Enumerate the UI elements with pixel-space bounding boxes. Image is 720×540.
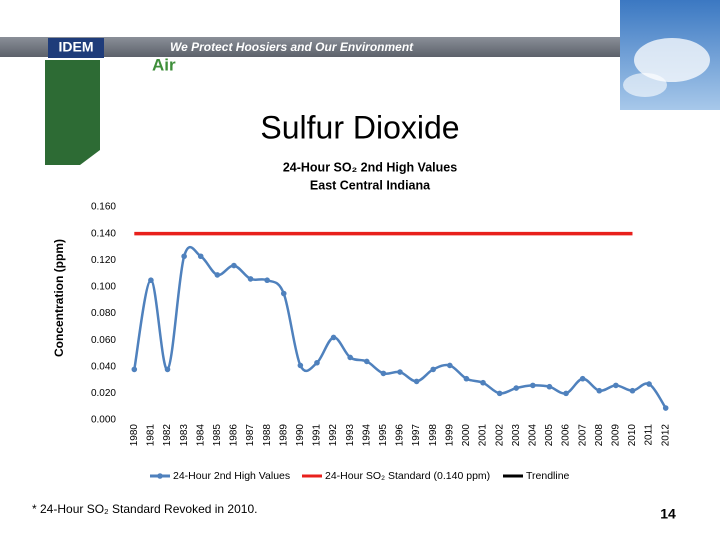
data-point — [347, 354, 353, 361]
logo-text: IDEM — [59, 39, 94, 55]
data-point — [247, 276, 254, 282]
data-point — [397, 369, 403, 375]
x-tick-label: 1986 — [229, 424, 240, 447]
x-tick-label: 2006 — [561, 424, 572, 447]
x-tick-label: 1990 — [295, 424, 306, 447]
y-tick-label: 0.160 — [91, 202, 116, 213]
data-point — [181, 253, 187, 260]
cloud — [634, 38, 710, 82]
x-tick-label: 1982 — [162, 424, 173, 447]
x-tick-label: 2000 — [461, 424, 472, 447]
y-tick-label: 0.080 — [91, 308, 116, 319]
legend-label: 24-Hour 2nd High Values — [173, 470, 290, 482]
x-tick-label: 2012 — [660, 424, 671, 447]
x-tick-label: 2001 — [478, 424, 489, 447]
x-tick-label: 1991 — [312, 424, 323, 447]
y-tick-label: 0.100 — [91, 282, 116, 293]
logo-box — [48, 38, 104, 58]
x-tick-label: 1981 — [146, 424, 157, 447]
y-tick-label: 0.000 — [91, 415, 116, 426]
y-tick-label: 0.120 — [91, 255, 116, 266]
x-tick-label: 1980 — [129, 424, 140, 447]
x-tick-label: 1996 — [395, 424, 406, 447]
data-point — [579, 375, 586, 382]
data-point — [380, 370, 387, 377]
x-tick-label: 1992 — [328, 424, 339, 447]
data-point — [513, 385, 520, 391]
y-tick-label: 0.040 — [91, 361, 116, 372]
data-point — [164, 366, 171, 373]
data-point — [231, 262, 237, 269]
x-tick-label: 2005 — [544, 424, 555, 447]
chart-title: 24-Hour SO₂ 2nd High Values — [283, 160, 457, 174]
x-tick-label: 1999 — [444, 424, 455, 447]
chart-subtitle: East Central Indiana — [310, 178, 431, 192]
data-point — [596, 387, 603, 394]
data-point — [563, 390, 569, 397]
data-point — [646, 381, 652, 387]
slide-title: Sulfur Dioxide — [260, 109, 459, 145]
x-tick-label: 2008 — [594, 424, 605, 447]
x-tick-label: 1987 — [245, 424, 256, 447]
data-point — [629, 387, 636, 394]
x-tick-label: 2011 — [644, 424, 655, 446]
x-tick-label: 1988 — [262, 424, 273, 447]
data-point — [413, 378, 420, 385]
x-tick-label: 1995 — [378, 424, 389, 447]
data-point — [264, 277, 270, 284]
y-tick-label: 0.060 — [91, 335, 116, 346]
banner-bar — [0, 37, 620, 57]
y-tick-label: 0.140 — [91, 228, 116, 239]
slogan: We Protect Hoosiers and Our Environment — [170, 40, 414, 54]
series-line — [133, 245, 667, 409]
data-point — [197, 253, 204, 260]
x-tick-label: 2004 — [527, 424, 538, 447]
data-point — [363, 358, 370, 365]
section: Air — [152, 55, 176, 74]
x-tick-label: 1993 — [345, 424, 356, 447]
page-number: 14 — [660, 506, 676, 522]
data-point — [280, 290, 287, 297]
cloud — [623, 73, 667, 97]
x-tick-label: 1985 — [212, 424, 223, 447]
x-tick-label: 1997 — [411, 424, 422, 447]
x-tick-label: 1984 — [195, 424, 206, 447]
data-point — [496, 390, 503, 397]
data-point — [314, 359, 320, 366]
legend-label: 24-Hour SO₂ Standard (0.140 ppm) — [325, 470, 490, 482]
x-tick-label: 1998 — [428, 424, 439, 447]
data-point — [530, 382, 536, 389]
data-point — [148, 277, 154, 284]
x-tick-label: 2003 — [511, 424, 522, 447]
data-point — [613, 382, 619, 389]
data-point — [447, 362, 453, 369]
y-tick-label: 0.020 — [91, 388, 116, 399]
x-tick-label: 1989 — [278, 424, 289, 447]
x-tick-label: 2009 — [611, 424, 622, 447]
data-point — [330, 334, 337, 341]
x-tick-label: 2007 — [577, 424, 588, 447]
data-point — [131, 366, 138, 373]
data-point — [480, 379, 486, 386]
indiana-shape — [45, 60, 100, 165]
data-point — [297, 362, 304, 369]
data-point — [214, 272, 221, 278]
data-point — [546, 383, 553, 390]
footnote: * 24-Hour SO₂ Standard Revoked in 2010. — [32, 502, 257, 516]
y-axis-label: Concentration (ppm) — [52, 239, 66, 357]
data-point — [662, 405, 669, 411]
legend-marker — [157, 473, 163, 479]
data-point — [463, 375, 470, 382]
x-tick-label: 1994 — [361, 424, 372, 447]
legend-label: Trendline — [526, 470, 570, 482]
x-tick-label: 2002 — [494, 424, 505, 447]
x-tick-label: 1983 — [179, 424, 190, 447]
data-point — [430, 366, 437, 373]
x-tick-label: 2010 — [627, 424, 638, 447]
